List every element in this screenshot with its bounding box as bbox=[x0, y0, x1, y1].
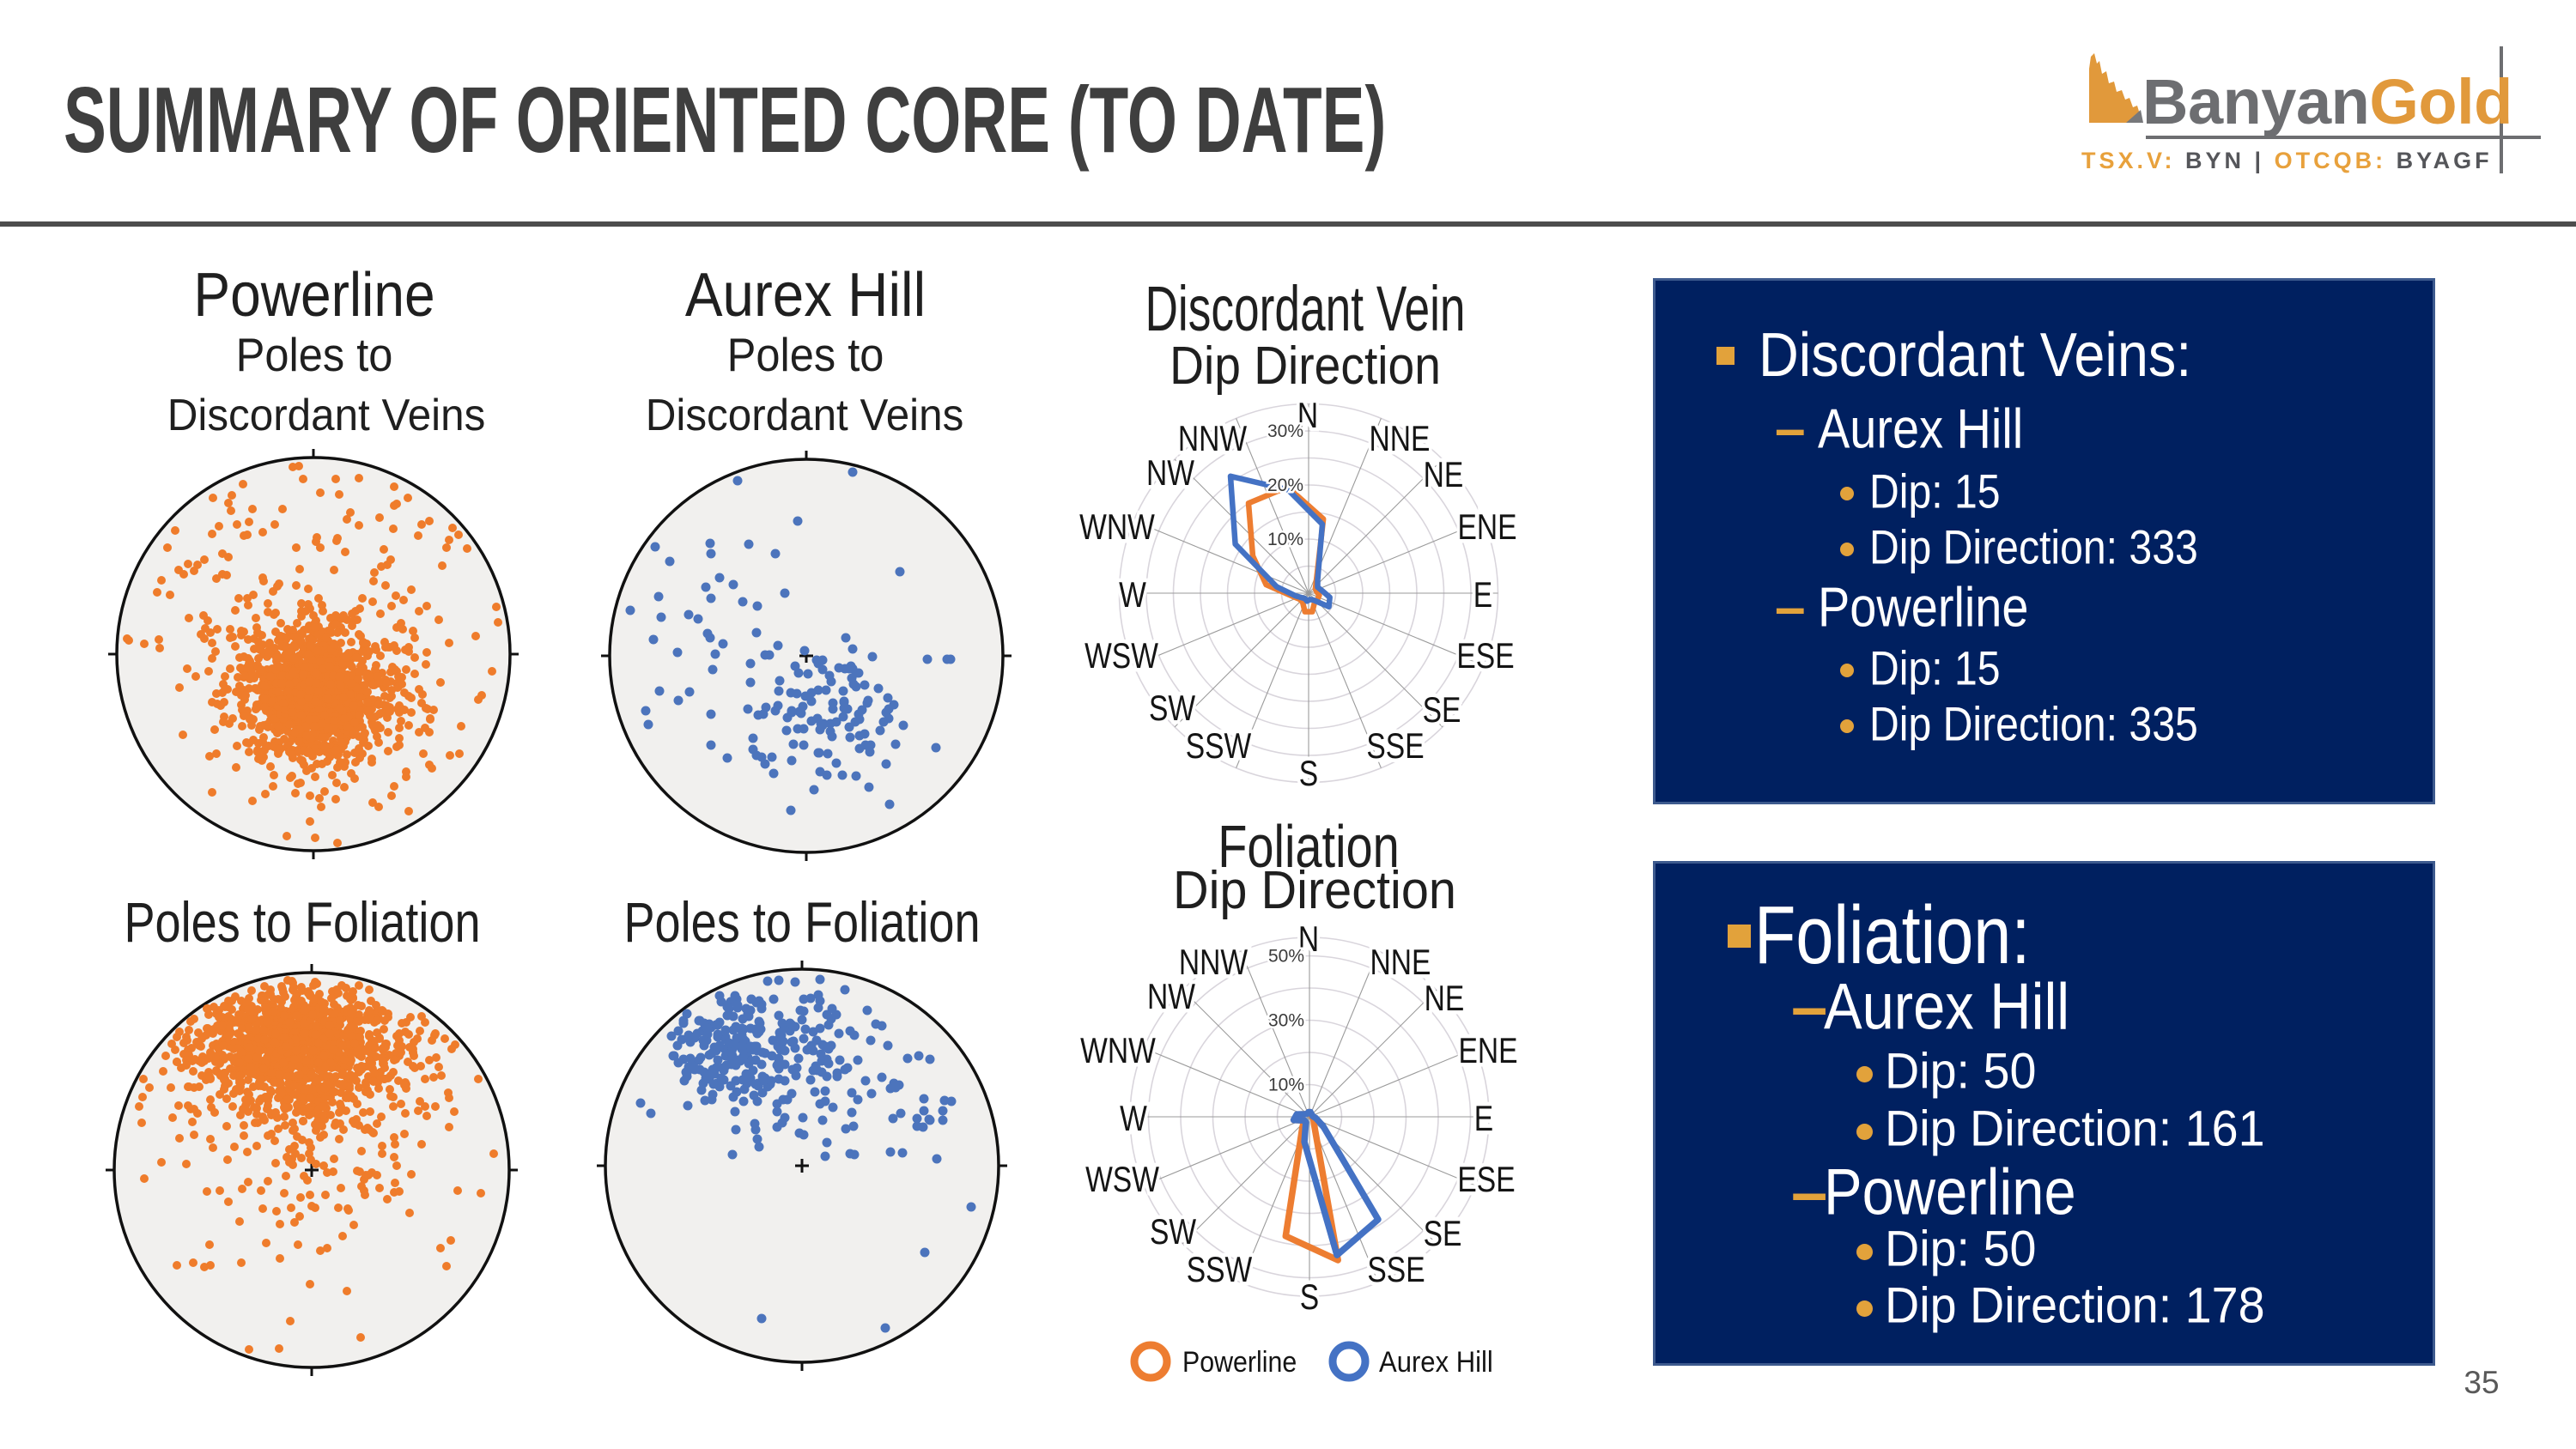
svg-text:SW: SW bbox=[1150, 1213, 1196, 1252]
svg-text:Aurex Hill: Aurex Hill bbox=[685, 260, 926, 330]
svg-text:NW: NW bbox=[1147, 978, 1195, 1017]
svg-text:W: W bbox=[1119, 576, 1146, 615]
svg-text:NNW: NNW bbox=[1179, 943, 1248, 983]
svg-text:ESE: ESE bbox=[1457, 1161, 1515, 1200]
svg-text:30%: 30% bbox=[1268, 1011, 1304, 1031]
svg-text:SSE: SSE bbox=[1366, 727, 1424, 767]
svg-text:Powerline: Powerline bbox=[193, 261, 434, 330]
svg-text:10%: 10% bbox=[1268, 1076, 1304, 1095]
svg-text:SSW: SSW bbox=[1187, 1251, 1253, 1290]
svg-text:20%: 20% bbox=[1267, 476, 1303, 495]
svg-text:SSW: SSW bbox=[1186, 727, 1252, 767]
svg-text:NE: NE bbox=[1424, 456, 1464, 495]
svg-text:SE: SE bbox=[1424, 1215, 1462, 1254]
svg-text:Poles to: Poles to bbox=[236, 329, 393, 381]
svg-text:NNE: NNE bbox=[1370, 943, 1431, 983]
svg-text:Dip Direction: Dip Direction bbox=[1170, 336, 1441, 396]
svg-text:Poles to Foliation: Poles to Foliation bbox=[623, 890, 980, 954]
svg-text:Foliation: Foliation bbox=[1218, 814, 1400, 880]
svg-text:E: E bbox=[1473, 576, 1492, 615]
svg-text:Aurex Hill: Aurex Hill bbox=[1379, 1344, 1493, 1378]
svg-text:Discordant Veins: Discordant Veins bbox=[167, 390, 486, 440]
svg-text:SE: SE bbox=[1423, 691, 1461, 731]
svg-text:ENE: ENE bbox=[1457, 508, 1516, 548]
svg-text:N: N bbox=[1297, 397, 1318, 436]
svg-text:ESE: ESE bbox=[1456, 637, 1514, 676]
svg-text:WNW: WNW bbox=[1080, 1032, 1156, 1071]
svg-text:Dip Direction: Dip Direction bbox=[1173, 860, 1456, 919]
svg-text:S: S bbox=[1299, 755, 1318, 794]
svg-text:NE: NE bbox=[1425, 979, 1465, 1019]
svg-text:Powerline: Powerline bbox=[1182, 1345, 1297, 1378]
svg-text:S: S bbox=[1300, 1278, 1319, 1318]
svg-text:WNW: WNW bbox=[1079, 508, 1155, 548]
svg-text:WSW: WSW bbox=[1084, 637, 1158, 676]
svg-text:W: W bbox=[1120, 1100, 1147, 1139]
svg-text:N: N bbox=[1298, 920, 1319, 960]
svg-text:NNE: NNE bbox=[1370, 420, 1431, 459]
svg-text:SW: SW bbox=[1149, 689, 1195, 729]
svg-text:50%: 50% bbox=[1268, 947, 1304, 967]
svg-text:WSW: WSW bbox=[1085, 1161, 1159, 1200]
svg-text:ENE: ENE bbox=[1458, 1032, 1517, 1071]
svg-text:Poles to: Poles to bbox=[727, 329, 884, 381]
svg-text:Poles to Foliation: Poles to Foliation bbox=[124, 890, 480, 954]
svg-text:SSE: SSE bbox=[1367, 1251, 1425, 1290]
svg-text:Discordant Vein: Discordant Vein bbox=[1145, 273, 1465, 344]
svg-text:NW: NW bbox=[1146, 454, 1194, 494]
svg-text:Discordant Veins: Discordant Veins bbox=[646, 390, 964, 440]
svg-text:NNW: NNW bbox=[1178, 420, 1247, 459]
svg-text:E: E bbox=[1474, 1100, 1493, 1139]
svg-text:30%: 30% bbox=[1267, 421, 1303, 441]
svg-text:10%: 10% bbox=[1267, 530, 1303, 549]
